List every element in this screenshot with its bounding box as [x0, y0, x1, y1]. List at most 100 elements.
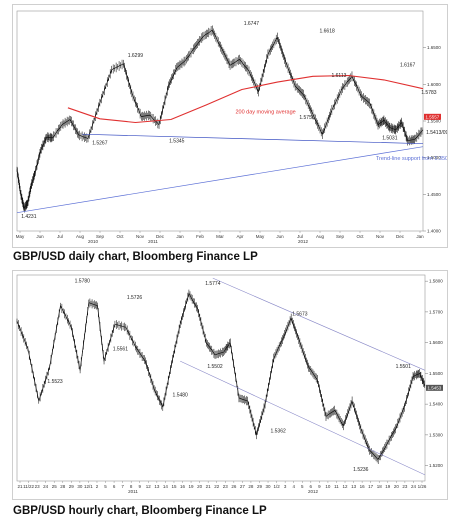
x-tick-label: 3: [284, 484, 287, 489]
x-tick-label: 5: [301, 484, 304, 489]
x-tick-label: 21: [17, 484, 23, 489]
price-annotation: 1.5362: [270, 428, 286, 434]
price-annotation: 1.5267: [92, 140, 108, 146]
x-tick-label: Feb: [196, 234, 204, 239]
y-tick-label: 1.5200: [429, 463, 443, 468]
x-tick-label: Nov: [136, 234, 145, 239]
trendline-label: Trend-line support from 1.3500: [376, 156, 447, 162]
x-tick-label: Oct: [356, 234, 364, 239]
x-tick-label: 12/1: [84, 484, 93, 489]
y-tick-label: 1.6000: [427, 82, 441, 87]
y-tick-label: 1.5500: [429, 371, 443, 376]
x-tick-label: 29: [69, 484, 75, 489]
y-tick-label: 1.5000: [427, 155, 441, 160]
price-annotation: 1.5673: [292, 312, 308, 318]
trendline-support: [16, 146, 424, 214]
x-tick-label: May: [16, 234, 25, 239]
x-tick-label: Aug: [76, 234, 85, 239]
price-annotation: 1.5031: [382, 135, 398, 141]
x-tick-label: Jan: [176, 234, 184, 239]
x-tick-label: 24: [411, 484, 417, 489]
x-tick-label: 10: [325, 484, 331, 489]
x-tick-label: 23: [35, 484, 41, 489]
price-annotation: 1.5501: [396, 364, 412, 370]
x-tick-label: 9: [138, 484, 141, 489]
price-annotation: 1.6113: [331, 73, 346, 79]
price-annotation: 1.5480: [173, 392, 189, 398]
x-tick-label: 30: [77, 484, 83, 489]
x-tick-label: 2: [96, 484, 99, 489]
channel-lower-line: [180, 360, 426, 476]
horizontal-support-line: [82, 133, 424, 145]
y-tick-label: 1.5600: [429, 340, 443, 345]
channel-upper-line: [212, 277, 426, 371]
x-tick-label: 17: [368, 484, 374, 489]
x-tick-label: 23: [223, 484, 229, 489]
x-tick-label: 16: [180, 484, 186, 489]
x-tick-label: 16: [360, 484, 366, 489]
year-label: 2011: [148, 239, 158, 244]
x-tick-label: 26: [231, 484, 237, 489]
x-tick-label: Jan: [416, 234, 424, 239]
x-tick-label: 20: [394, 484, 400, 489]
price-annotation: 1.5783: [421, 90, 437, 96]
x-tick-label: Sep: [96, 234, 105, 239]
x-tick-label: 13: [154, 484, 160, 489]
x-tick-label: 5: [104, 484, 107, 489]
price-annotation: 1.5780: [75, 279, 91, 285]
x-tick-label: 11: [334, 484, 339, 489]
price-annotation: 1.4231: [21, 214, 37, 220]
price-annotation: 1.5561: [113, 346, 129, 352]
x-tick-label: Jun: [276, 234, 284, 239]
x-tick-label: 19: [189, 484, 195, 489]
price-annotation: 1.6747: [244, 21, 260, 27]
year-label: 2012: [298, 239, 309, 244]
x-tick-label: 4: [292, 484, 295, 489]
x-tick-label: 12: [343, 484, 349, 489]
x-tick-label: Sep: [336, 234, 345, 239]
x-tick-label: 12: [146, 484, 152, 489]
last-price-tag: [426, 384, 443, 391]
x-tick-label: 8: [130, 484, 133, 489]
x-tick-label: 24: [43, 484, 49, 489]
x-tick-label: 22: [214, 484, 220, 489]
x-tick-label: 13: [351, 484, 357, 489]
price-annotation: 1.5502: [207, 364, 223, 370]
y-tick-label: 1.5400: [429, 402, 443, 407]
x-tick-label: 28: [60, 484, 66, 489]
hourly-chart-caption: GBP/USD hourly chart, Bloomberg Finance …: [13, 505, 267, 517]
daily-chart: 1.6500 1.6000 1.5500 1.5000 1.4500 1.4000 May J…: [16, 10, 447, 244]
last-price-label: 1.5453: [428, 385, 442, 390]
x-tick-label: 1/26: [418, 484, 427, 489]
x-tick-label: 1/2: [273, 484, 280, 489]
price-annotation: 1.6299: [128, 53, 144, 59]
price-annotation: 1.6618: [319, 28, 335, 34]
x-tick-label: 23: [402, 484, 408, 489]
x-tick-label: Dec: [156, 234, 165, 239]
x-tick-label: 27: [240, 484, 246, 489]
x-tick-label: 15: [171, 484, 177, 489]
y-tick-label: 1.5300: [429, 432, 443, 437]
hourly-chart-panel: 1.5800 1.5700 1.5600 1.5500 1.5400 1.5300 1.52…: [12, 270, 448, 500]
hourly-chart: 1.5800 1.5700 1.5600 1.5500 1.5400 1.5300 1.52…: [16, 274, 443, 494]
x-tick-label: 6: [113, 484, 116, 489]
price-annotation: 1.5236: [353, 467, 369, 473]
price-annotation: 1.5413/09: [426, 130, 447, 136]
ma-label: 200 day moving average: [235, 110, 295, 116]
x-tick-label: Nov: [376, 234, 385, 239]
plot-frame: [16, 274, 426, 482]
price-annotation: 1.6167: [400, 63, 416, 69]
price-annotation: 1.5774: [205, 281, 221, 287]
y-tick-label: 1.4000: [427, 229, 441, 234]
x-tick-label: 11/22: [23, 484, 34, 489]
x-tick-label: 21: [206, 484, 212, 489]
price-annotation: 1.5750: [299, 115, 315, 121]
x-tick-label: 14: [163, 484, 169, 489]
x-tick-label: Apr: [236, 234, 244, 239]
x-tick-label: Aug: [316, 234, 325, 239]
y-tick-label: 1.5500: [427, 119, 441, 124]
x-tick-label: Jul: [297, 234, 303, 239]
price-annotation: 1.5726: [127, 295, 143, 301]
daily-chart-panel: 1.6500 1.6000 1.5500 1.5000 1.4500 1.4000 May J…: [12, 4, 448, 248]
y-tick-label: 1.5800: [429, 279, 443, 284]
